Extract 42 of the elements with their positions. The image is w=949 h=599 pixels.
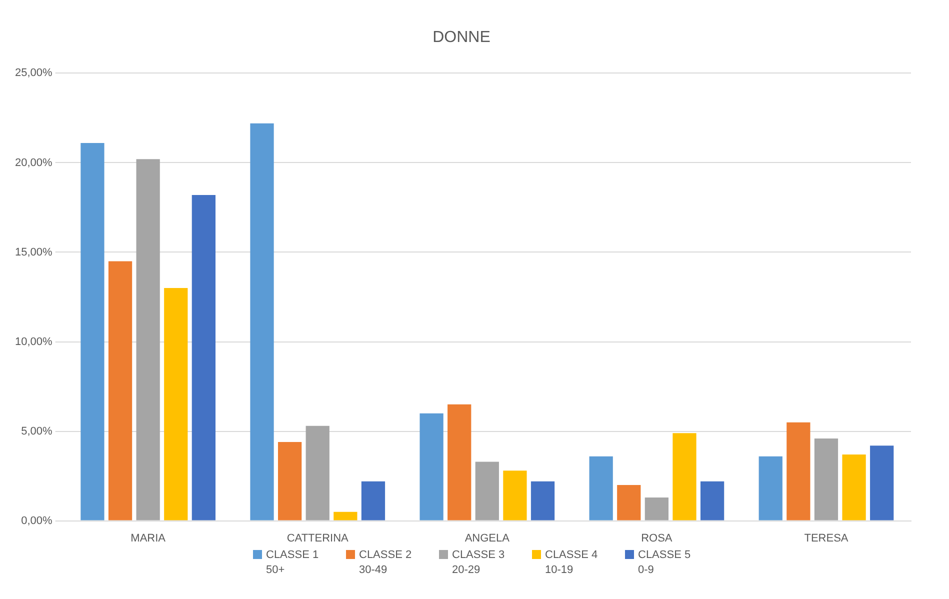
x-tick-label: CATTERINA (286, 532, 350, 544)
bar (870, 446, 894, 520)
bar (503, 470, 527, 520)
legend-label: CLASSE 2 30-49 (359, 548, 413, 578)
legend-label: CLASSE 3 20-29 (452, 548, 506, 578)
bar (475, 462, 499, 520)
bar (672, 433, 696, 520)
bar (108, 261, 132, 520)
bar (644, 498, 669, 520)
bar (786, 422, 810, 520)
bar (361, 481, 386, 520)
y-tick-label: 25,00% (14, 67, 53, 80)
bar (278, 442, 302, 520)
bar (448, 404, 472, 520)
legend-label: CLASSE 5 0-9 (638, 548, 692, 578)
bar (334, 512, 358, 520)
legend-label: CLASSE 4 10-19 (545, 548, 599, 578)
bar (589, 456, 613, 520)
bar (306, 426, 330, 520)
bar (136, 159, 160, 520)
y-tick-label: 10,00% (14, 336, 53, 348)
bar (80, 143, 104, 520)
bar (530, 481, 555, 520)
bar (758, 456, 782, 520)
y-tick-label: 20,00% (14, 156, 53, 169)
bar (250, 123, 274, 520)
legend-label: CLASSE 1 50+ (266, 548, 320, 578)
bar (164, 288, 188, 520)
x-tick-label: TERESA (804, 532, 849, 544)
y-tick-label: 0,00% (21, 514, 53, 527)
x-tick-label: ANGELA (464, 532, 510, 544)
bar (420, 413, 444, 520)
bar (700, 481, 724, 520)
bar (192, 194, 216, 520)
x-tick-label: ROSA (641, 532, 673, 544)
chart-title: DONNE (432, 29, 490, 46)
bar (814, 438, 838, 520)
y-tick-label: 5,00% (21, 425, 53, 438)
x-tick-label: MARIA (130, 532, 166, 544)
bar (617, 484, 641, 520)
y-tick-label: 15,00% (14, 246, 53, 258)
bar (842, 454, 866, 520)
